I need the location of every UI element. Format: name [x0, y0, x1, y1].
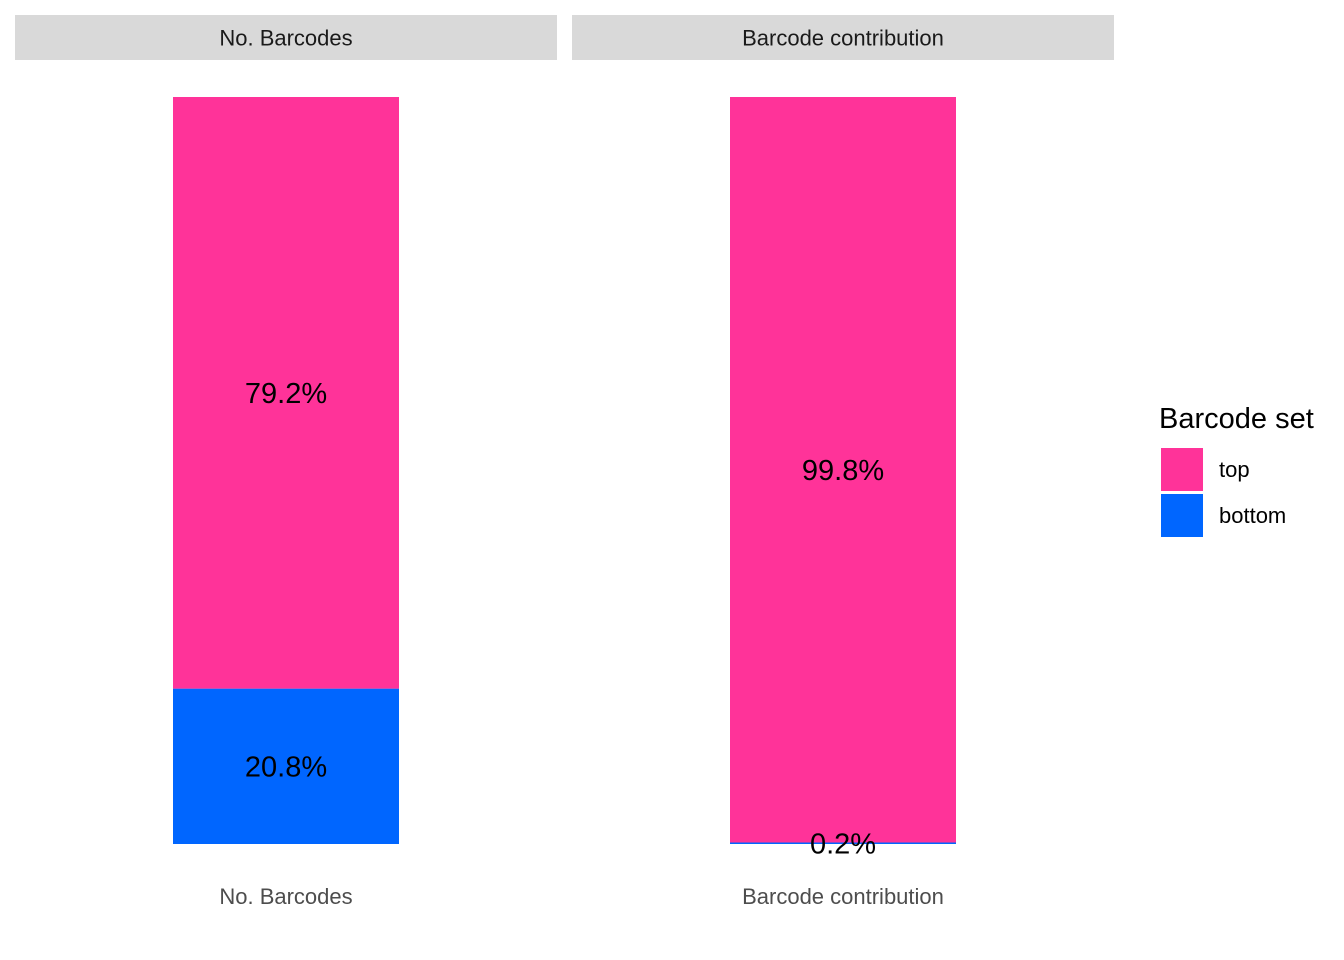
bar-segment-top — [173, 97, 399, 689]
panels: No. Barcodes 20.8% 79.2% No. Barcodes Barcod… — [15, 15, 1114, 909]
x-tick-label: Barcode contribution — [742, 884, 944, 909]
legend: Barcode set top bottom — [1159, 403, 1314, 537]
legend-label-bottom: bottom — [1219, 503, 1286, 528]
bar-value-label-top: 79.2% — [245, 378, 327, 410]
legend-key-bottom — [1161, 494, 1203, 537]
facet-strip — [15, 15, 557, 60]
bar-value-label-top: 99.8% — [802, 455, 884, 487]
legend-items: top bottom — [1161, 448, 1286, 537]
legend-title: Barcode set — [1159, 403, 1314, 435]
facet-strip-label: Barcode contribution — [742, 26, 944, 51]
bar-segment-bottom — [730, 842, 956, 844]
facet-strip — [572, 15, 1114, 60]
facet-strip-label: No. Barcodes — [219, 26, 352, 51]
facet-panel: No. Barcodes 20.8% 79.2% No. Barcodes — [15, 15, 557, 909]
x-tick-label: No. Barcodes — [219, 884, 352, 909]
bar-segment-bottom — [173, 688, 399, 844]
bar-segment-top — [730, 97, 956, 843]
facet-panel: Barcode contribution 0.2% 99.8% Barcode con… — [572, 15, 1114, 909]
bar-value-label-bottom: 0.2% — [810, 828, 876, 860]
bar-value-label-bottom: 20.8% — [245, 751, 327, 783]
legend-key-top — [1161, 448, 1203, 491]
legend-label-top: top — [1219, 457, 1250, 482]
